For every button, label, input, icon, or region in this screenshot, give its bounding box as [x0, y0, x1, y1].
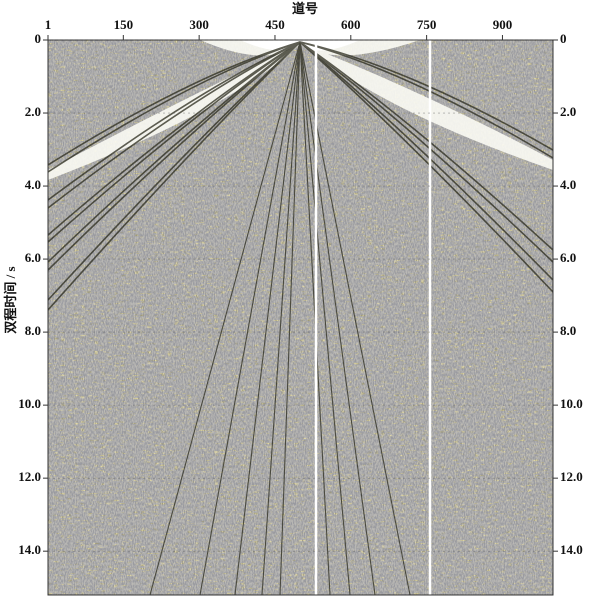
y-tick-label: 4.0	[25, 177, 41, 192]
event	[48, 41, 301, 271]
event	[48, 41, 301, 173]
event	[48, 41, 301, 209]
event	[299, 41, 411, 595]
y-tick-label-right: 6.0	[560, 250, 576, 265]
y-tick-label: 14.0	[18, 542, 41, 557]
y-tick-label-right: 4.0	[560, 177, 576, 192]
event	[299, 41, 553, 293]
top-axis-title: 道号	[292, 1, 318, 16]
x-tick-label: 150	[114, 17, 134, 32]
event	[48, 41, 301, 201]
moveout-events	[48, 41, 553, 595]
event	[299, 41, 553, 281]
x-tick-label: 900	[493, 17, 513, 32]
x-tick-label: 1	[45, 17, 52, 32]
y-tick-label-right: 0	[560, 31, 567, 46]
event	[299, 41, 376, 595]
event	[261, 41, 301, 595]
event	[48, 41, 301, 243]
y-tick-label: 12.0	[18, 469, 41, 484]
y-tick-label: 10.0	[18, 396, 41, 411]
event	[234, 41, 301, 595]
seismic-section	[48, 40, 553, 595]
y-tick-label: 8.0	[25, 323, 41, 338]
y-tick-label-right: 2.0	[560, 104, 576, 119]
event	[299, 41, 553, 251]
event	[299, 41, 351, 595]
plot-frame	[47, 39, 554, 596]
event	[48, 41, 301, 301]
y-tick-label: 6.0	[25, 250, 41, 265]
y-axis-title: 双程时间 / s	[3, 266, 18, 333]
event	[299, 41, 553, 159]
event	[48, 41, 301, 166]
event	[279, 41, 301, 595]
x-tick-label: 600	[341, 17, 361, 32]
event	[299, 41, 553, 151]
y-tick-label: 0	[35, 31, 42, 46]
y-tick-label-right: 12.0	[560, 469, 583, 484]
y-tick-label: 2.0	[25, 104, 41, 119]
x-tick-label: 450	[265, 17, 285, 32]
y-tick-label-right: 14.0	[560, 542, 583, 557]
event	[48, 41, 301, 311]
x-tick-label: 750	[417, 17, 437, 32]
y-tick-label-right: 8.0	[560, 323, 576, 338]
x-tick-label: 300	[189, 17, 209, 32]
event	[199, 41, 301, 595]
event	[299, 41, 553, 263]
event	[149, 41, 301, 595]
y-tick-label-right: 10.0	[560, 396, 583, 411]
